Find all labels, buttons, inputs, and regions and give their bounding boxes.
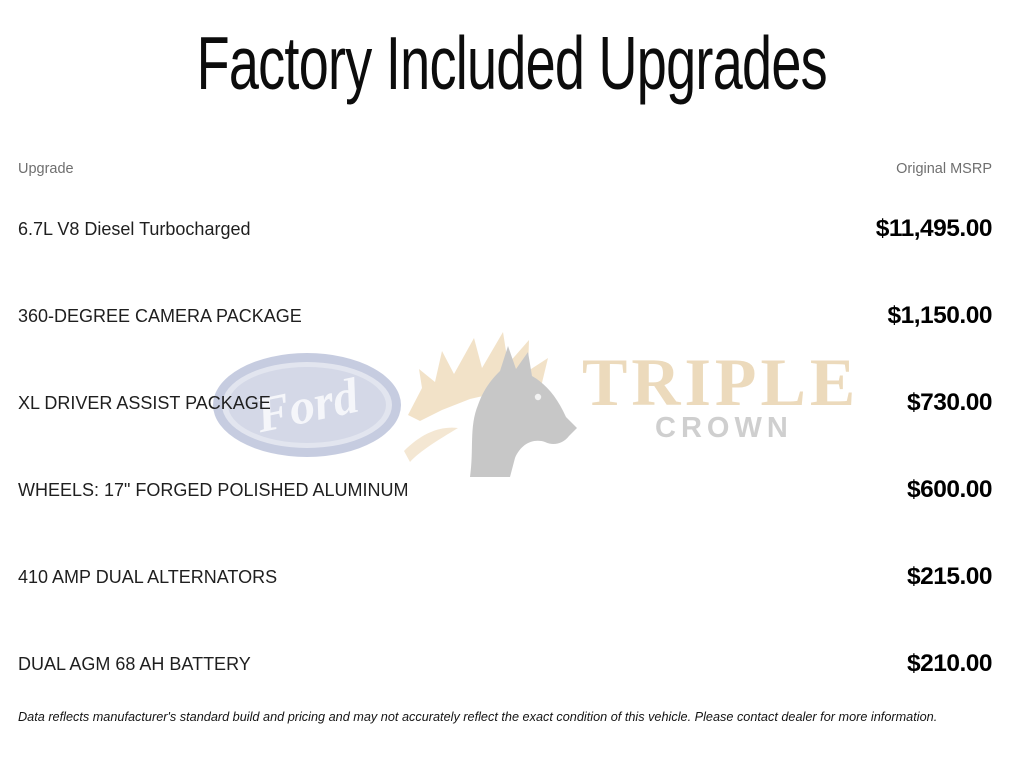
table-row: DUAL AGM 68 AH BATTERY $210.00 — [18, 643, 993, 685]
upgrade-price: $600.00 — [906, 476, 993, 503]
disclaimer-text: Data reflects manufacturer's standard bu… — [18, 710, 938, 724]
table-row: 410 AMP DUAL ALTERNATORS $215.00 — [18, 556, 993, 598]
upgrades-table: Upgrade Original MSRP 6.7L V8 Diesel Tur… — [18, 0, 993, 768]
upgrade-label: XL DRIVER ASSIST PACKAGE — [18, 392, 271, 413]
upgrade-label: 360-DEGREE CAMERA PACKAGE — [18, 305, 302, 326]
upgrade-price: $730.00 — [906, 389, 993, 416]
table-header-row: Upgrade Original MSRP — [18, 161, 992, 177]
upgrade-price: $11,495.00 — [875, 215, 993, 242]
page-title: Factory Included Upgrades — [196, 21, 828, 105]
upgrade-label: DUAL AGM 68 AH BATTERY — [18, 653, 251, 674]
upgrade-label: WHEELS: 17" FORGED POLISHED ALUMINUM — [18, 479, 409, 500]
upgrade-label: 6.7L V8 Diesel Turbocharged — [18, 218, 251, 239]
table-row: 6.7L V8 Diesel Turbocharged $11,495.00 — [18, 208, 993, 250]
table-row: 360-DEGREE CAMERA PACKAGE $1,150.00 — [18, 295, 992, 337]
upgrade-price: $1,150.00 — [887, 302, 993, 329]
upgrade-label: 410 AMP DUAL ALTERNATORS — [18, 566, 278, 587]
table-row: WHEELS: 17" FORGED POLISHED ALUMINUM $60… — [18, 469, 993, 511]
column-header-upgrade: Upgrade — [18, 161, 74, 177]
column-header-msrp: Original MSRP — [896, 161, 992, 177]
upgrade-price: $215.00 — [906, 563, 993, 590]
upgrade-price: $210.00 — [906, 650, 993, 677]
table-row: XL DRIVER ASSIST PACKAGE $730.00 — [18, 382, 993, 424]
